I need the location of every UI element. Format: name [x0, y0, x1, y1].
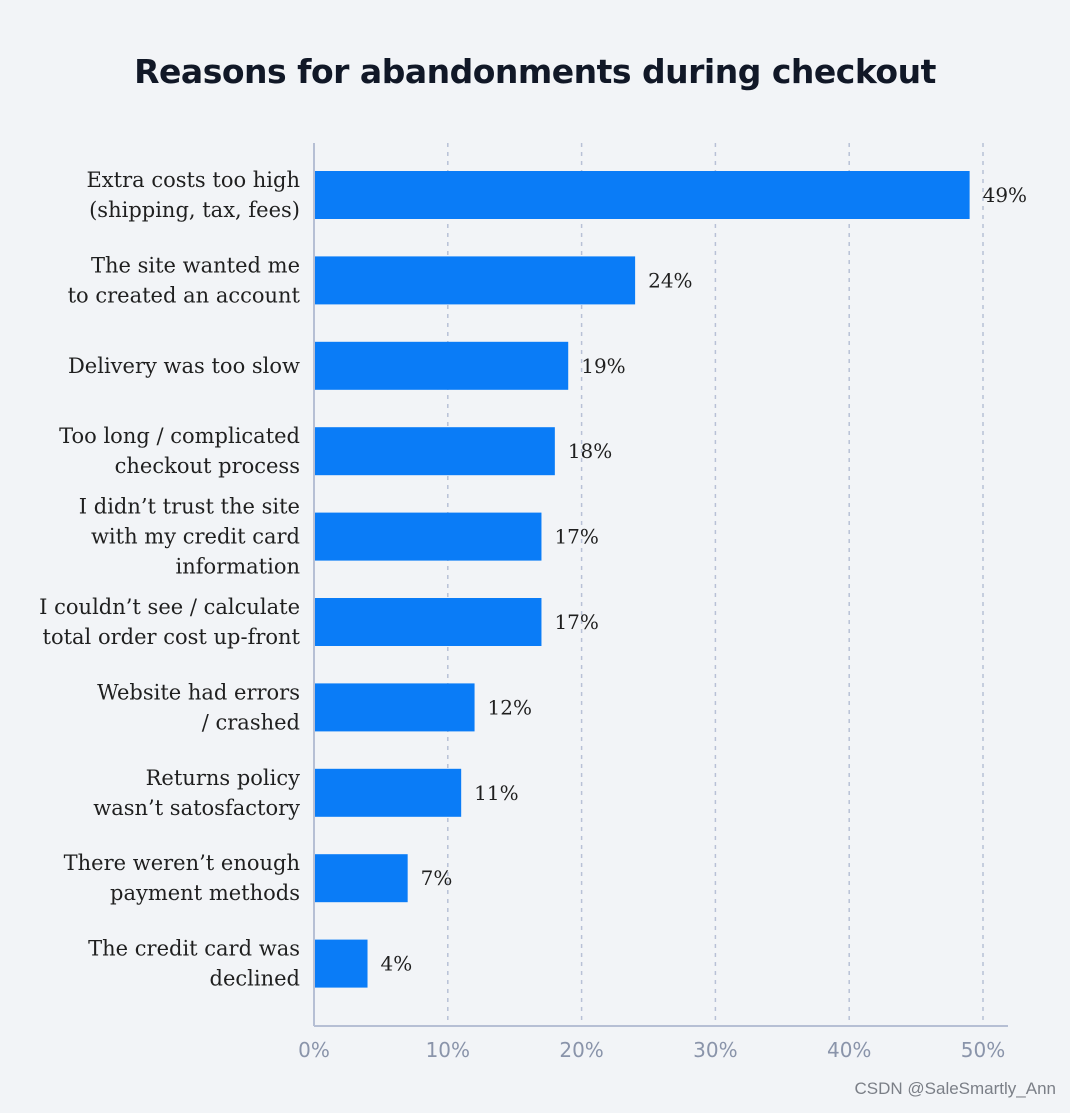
- value-label-0: 49%: [983, 183, 1027, 207]
- category-label-line: to created an account: [68, 283, 301, 307]
- category-label-line: with my credit card: [91, 525, 300, 549]
- value-label-5: 17%: [554, 610, 598, 634]
- category-label-line: Too long / complicated: [59, 424, 300, 448]
- category-label-0: Extra costs too high (shipping, tax, fees…: [86, 168, 300, 222]
- category-label-4: I didn’t trust the site with my credit ca…: [79, 495, 300, 579]
- category-label-9: The credit card was declined: [88, 937, 300, 991]
- category-label-line: Website had errors: [97, 680, 300, 704]
- x-tick-labels: 0% 10% 20% 30% 40% 50%: [298, 1038, 1005, 1062]
- category-labels: Extra costs too high (shipping, tax, fees…: [39, 168, 300, 991]
- category-label-line: The credit card was: [88, 937, 300, 961]
- category-label-line: / crashed: [202, 710, 300, 734]
- bar-0: [314, 171, 970, 219]
- bar-7: [314, 768, 462, 817]
- category-label-line: payment methods: [110, 881, 300, 905]
- category-label-6: Website had errors / crashed: [97, 680, 300, 734]
- value-label-7: 11%: [474, 781, 518, 805]
- category-label-line: Delivery was too slow: [68, 354, 300, 378]
- category-label-line: total order cost up-front: [43, 625, 301, 649]
- category-label-5: I couldn’t see / calculate total order co…: [39, 595, 300, 649]
- value-labels: 49% 24% 19% 18% 17% 17% 12% 11% 7% 4%: [381, 183, 1028, 976]
- category-label-line: checkout process: [115, 454, 300, 478]
- value-label-3: 18%: [568, 439, 612, 463]
- category-label-line: There weren’t enough: [64, 851, 300, 875]
- x-tick-label-50: 50%: [961, 1038, 1005, 1062]
- category-label-7: Returns policy wasn’t satosfactory: [93, 766, 300, 820]
- category-label-8: There weren’t enough payment methods: [64, 851, 300, 905]
- bar-6: [314, 683, 475, 732]
- x-tick-label-30: 30%: [693, 1038, 737, 1062]
- bar-9: [314, 939, 368, 988]
- bar-8: [314, 854, 408, 903]
- category-label-line: wasn’t satosfactory: [93, 796, 300, 820]
- x-tick-label-40: 40%: [827, 1038, 871, 1062]
- category-label-line: information: [176, 555, 300, 579]
- value-label-6: 12%: [488, 695, 532, 719]
- value-label-4: 17%: [554, 525, 598, 549]
- category-label-line: The site wanted me: [91, 253, 300, 277]
- bar-3: [314, 427, 555, 476]
- category-label-3: Too long / complicated checkout process: [59, 424, 300, 478]
- value-label-2: 19%: [581, 354, 625, 378]
- category-label-line: I couldn’t see / calculate: [39, 595, 300, 619]
- bar-5: [314, 598, 542, 646]
- x-tick-label-0: 0%: [298, 1038, 330, 1062]
- category-label-line: (shipping, tax, fees): [89, 198, 300, 222]
- x-tick-label-20: 20%: [559, 1038, 603, 1062]
- watermark: CSDN @SaleSmartly_Ann: [854, 1079, 1057, 1098]
- axes: [313, 143, 1008, 1027]
- category-label-line: declined: [210, 967, 300, 991]
- value-label-8: 7%: [421, 866, 453, 890]
- category-label-line: I didn’t trust the site: [79, 495, 300, 519]
- chart-title: Reasons for abandonments during checkout: [134, 52, 936, 91]
- value-label-9: 4%: [381, 952, 413, 976]
- category-label-2: Delivery was too slow: [68, 354, 300, 378]
- category-label-line: Extra costs too high: [86, 168, 300, 192]
- category-label-line: Returns policy: [146, 766, 300, 790]
- value-label-1: 24%: [648, 268, 692, 292]
- bar-2: [314, 341, 569, 390]
- bar-1: [314, 256, 636, 305]
- x-tick-label-10: 10%: [426, 1038, 470, 1062]
- bars: [314, 171, 970, 988]
- category-label-1: The site wanted me to created an account: [68, 253, 301, 307]
- bar-4: [314, 512, 542, 561]
